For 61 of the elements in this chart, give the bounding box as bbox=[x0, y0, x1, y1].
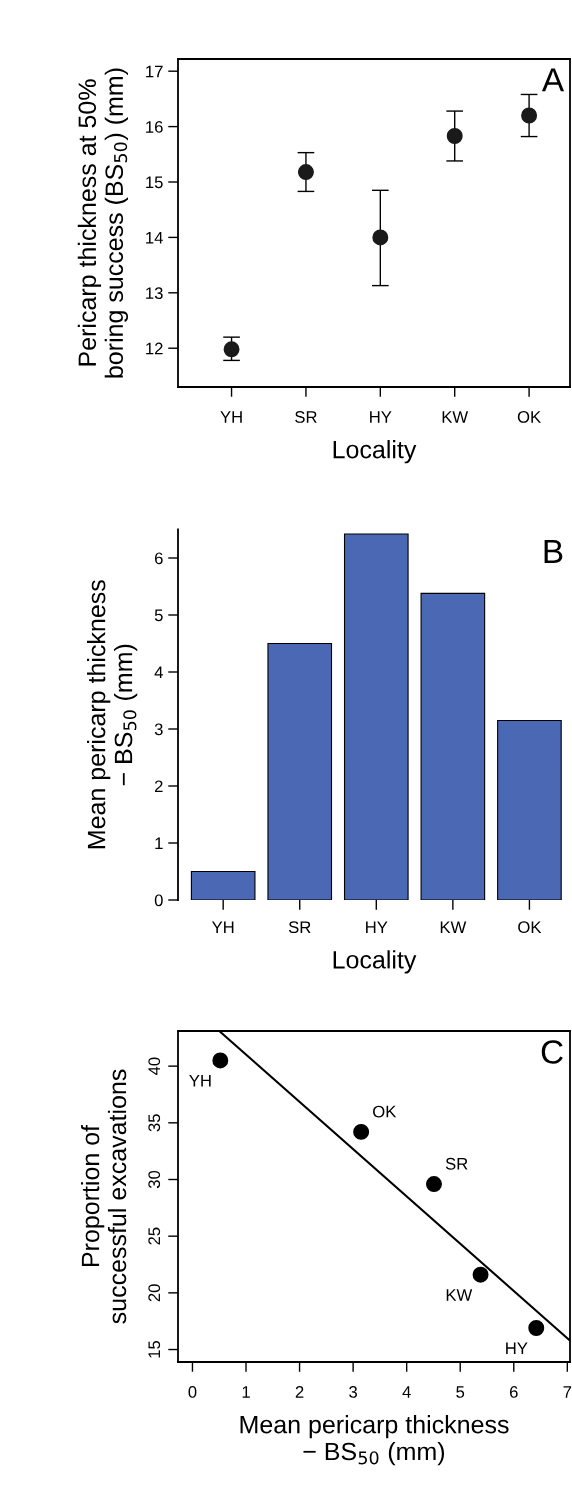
point bbox=[297, 164, 314, 181]
y-tick-label: 15 bbox=[148, 1340, 161, 1358]
point bbox=[223, 341, 240, 358]
x-tick-label: SR bbox=[288, 921, 311, 934]
x-tick-label: OK bbox=[517, 411, 541, 423]
y-tick-label: 35 bbox=[148, 1114, 161, 1132]
x-tick-label: 5 bbox=[456, 1386, 465, 1398]
y-tick-label: 20 bbox=[148, 1284, 161, 1302]
y-tick-label: 2 bbox=[154, 780, 163, 793]
x-tick-label: KW bbox=[440, 921, 467, 933]
point bbox=[528, 1320, 545, 1336]
x-tick-label: HY bbox=[370, 411, 392, 423]
x-axis-title: Mean pericarp thickness − BS$_{50}$ (mm) bbox=[240, 1415, 509, 1466]
y-axis-title: Pericarp thickness at 50% boring success (BS$_{50}$) (mm) bbox=[77, 68, 129, 378]
annotation: B bbox=[544, 539, 563, 563]
x-tick-label: 7 bbox=[563, 1386, 572, 1398]
point bbox=[212, 1052, 229, 1069]
y-tick-label: 13 bbox=[146, 287, 163, 300]
y-tick-label: 16 bbox=[146, 121, 163, 133]
y-tick-label: 3 bbox=[154, 723, 163, 736]
annotation: C bbox=[541, 1040, 563, 1064]
point bbox=[372, 229, 389, 246]
y-tick-label: 30 bbox=[148, 1170, 161, 1189]
annotation: YH bbox=[189, 1074, 211, 1087]
x-tick-label: YH bbox=[220, 411, 242, 423]
x-tick-label: YH bbox=[211, 921, 234, 933]
point bbox=[446, 128, 463, 144]
y-tick-label: 40 bbox=[148, 1057, 161, 1076]
y-tick-label: 14 bbox=[146, 231, 163, 244]
x-tick-label: OK bbox=[518, 921, 542, 934]
y-tick-label: 0 bbox=[154, 894, 163, 907]
y-tick-label: 15 bbox=[146, 176, 163, 189]
x-axis-title: Locality bbox=[333, 440, 417, 464]
x-tick-label: SR bbox=[295, 411, 317, 423]
point bbox=[425, 1176, 442, 1193]
y-tick-label: 25 bbox=[148, 1227, 161, 1245]
y-tick-label: 4 bbox=[154, 666, 163, 679]
y-tick-label: 5 bbox=[154, 609, 163, 622]
y-tick-label: 6 bbox=[154, 552, 163, 565]
annotation: HY bbox=[506, 1342, 528, 1354]
x-tick-label: 3 bbox=[349, 1386, 358, 1398]
point bbox=[521, 107, 538, 124]
annotation: OK bbox=[373, 1105, 397, 1118]
y-tick-label: 17 bbox=[146, 65, 163, 78]
x-tick-label: 0 bbox=[188, 1386, 197, 1398]
x-tick-label: 1 bbox=[242, 1386, 250, 1398]
x-tick-label: 6 bbox=[509, 1386, 518, 1398]
annotation: KW bbox=[446, 1289, 473, 1301]
x-tick-label: 2 bbox=[295, 1386, 304, 1398]
y-tick-label: 1 bbox=[155, 837, 163, 850]
x-axis-title: Locality bbox=[333, 950, 417, 974]
annotation: A bbox=[541, 68, 565, 92]
annotation: SR bbox=[445, 1157, 468, 1170]
point bbox=[472, 1266, 489, 1283]
x-tick-label: 4 bbox=[402, 1386, 411, 1398]
x-tick-label: KW bbox=[442, 411, 469, 423]
x-tick-label: HY bbox=[366, 921, 388, 933]
point bbox=[353, 1123, 370, 1140]
y-axis-title: Proportion of successful excavations bbox=[80, 1069, 127, 1324]
y-axis-title: Mean pericarp thickness − BS$_{50}$ (mm) bbox=[87, 580, 138, 849]
y-tick-label: 12 bbox=[146, 342, 163, 355]
